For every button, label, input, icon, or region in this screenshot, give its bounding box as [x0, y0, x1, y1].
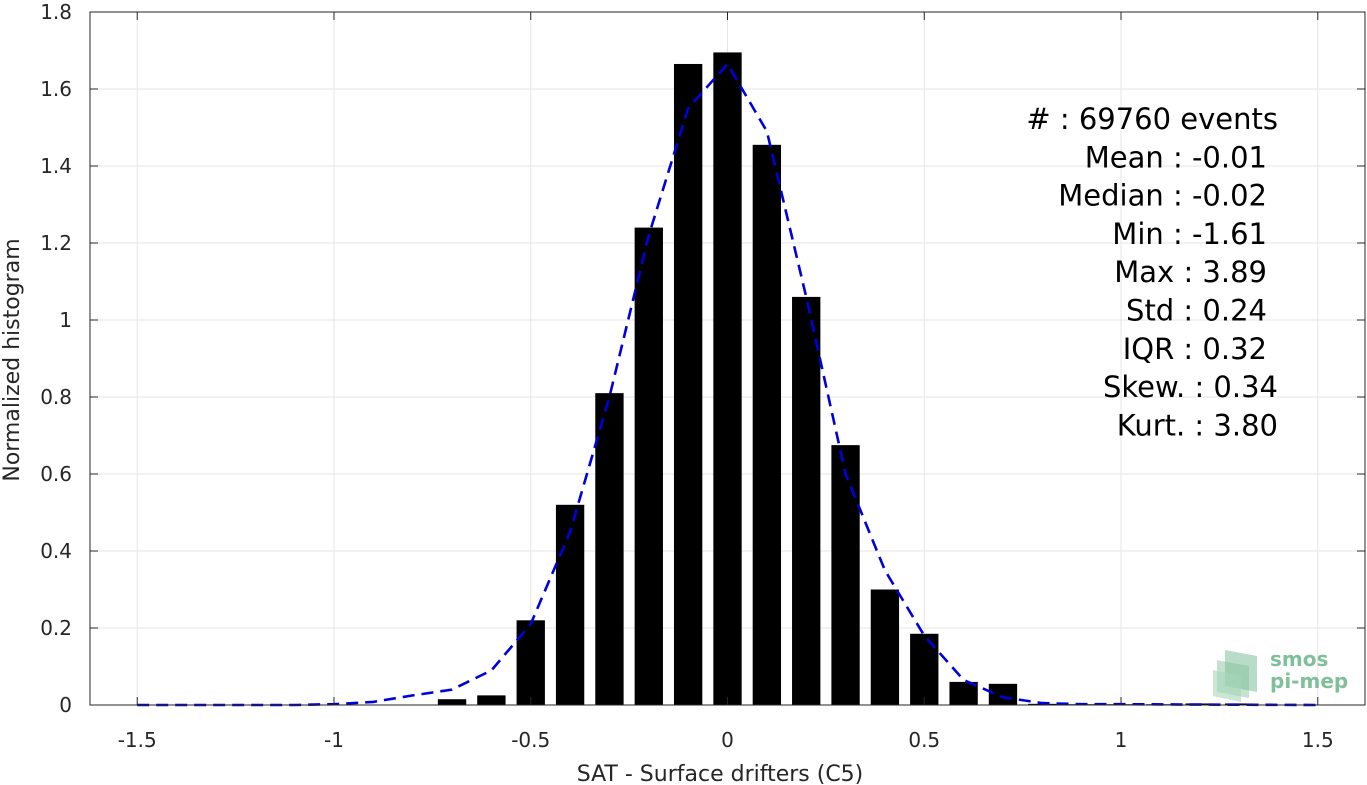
- axes: [89, 11, 1366, 706]
- x-tick-label: 1: [1115, 728, 1128, 752]
- y-tick-label: 0.4: [40, 539, 72, 563]
- y-tick-labels: 0 0.2 0.4 0.6 0.8 1 1.2 1.4 1.6 1.8: [40, 0, 72, 717]
- statistics-box: # : 69760 events Mean : -0.01 Median : -0.…: [1026, 102, 1278, 442]
- y-tick-label: 0.2: [40, 616, 72, 640]
- x-tick-labels: -1.5 -1 -0.5 0 0.5 1 1.5: [118, 728, 1334, 752]
- histogram-bar: [949, 681, 978, 705]
- histogram-bar: [910, 633, 939, 705]
- logo: smos pi-mep: [1213, 647, 1348, 702]
- y-tick-label: 1.2: [40, 231, 72, 255]
- x-tick-label: 1.5: [1302, 728, 1334, 752]
- stat-line: Mean : -0.01: [1085, 140, 1267, 174]
- stat-line: # : 69760 events: [1026, 102, 1278, 136]
- y-tick-label: 1.4: [40, 154, 72, 178]
- stat-line: IQR : 0.32: [1123, 332, 1267, 366]
- histogram-bar: [988, 683, 1018, 705]
- logo-line2: pi-mep: [1270, 669, 1348, 693]
- y-axis-label: Normalized histogram: [0, 238, 25, 481]
- histogram-bar: [713, 52, 742, 706]
- stat-line: Min : -1.61: [1112, 217, 1267, 251]
- x-tick-label: -1.5: [118, 728, 157, 752]
- stat-line: Skew. : 0.34: [1103, 370, 1278, 404]
- histogram-bar: [516, 620, 545, 705]
- x-tick-label: -1: [324, 728, 344, 752]
- x-tick-label: -0.5: [511, 728, 550, 752]
- histogram-bar: [555, 504, 585, 705]
- histogram-bar: [634, 227, 663, 705]
- histogram-bar: [673, 63, 703, 706]
- y-tick-label: 1.6: [40, 77, 72, 101]
- stat-line: Max : 3.89: [1114, 255, 1267, 289]
- x-axis-label: SAT - Surface drifters (C5): [577, 762, 864, 785]
- y-tick-label: 0.6: [40, 462, 72, 486]
- histogram-bar: [1028, 703, 1057, 705]
- histogram-bar: [752, 144, 782, 705]
- histogram-bar: [792, 296, 821, 705]
- histogram-bar: [831, 445, 860, 705]
- y-tick-label: 0: [59, 693, 72, 717]
- histogram-bar: [477, 695, 506, 705]
- histogram-bar: [595, 393, 624, 705]
- y-tick-label: 0.8: [40, 385, 72, 409]
- histogram-bar: [437, 699, 467, 705]
- fit-curve: [137, 61, 1318, 707]
- y-tick-label: 1.8: [40, 0, 72, 24]
- x-tick-label: 0.5: [908, 728, 940, 752]
- stat-line: Median : -0.02: [1058, 179, 1267, 213]
- logo-line1: smos: [1270, 647, 1328, 671]
- histogram-bar: [870, 589, 900, 705]
- stat-line: Kurt. : 3.80: [1117, 408, 1278, 442]
- x-tick-label: 0: [721, 728, 734, 752]
- histogram-bars: [437, 52, 1254, 706]
- y-tick-label: 1: [59, 308, 72, 332]
- stat-line: Std : 0.24: [1126, 294, 1267, 328]
